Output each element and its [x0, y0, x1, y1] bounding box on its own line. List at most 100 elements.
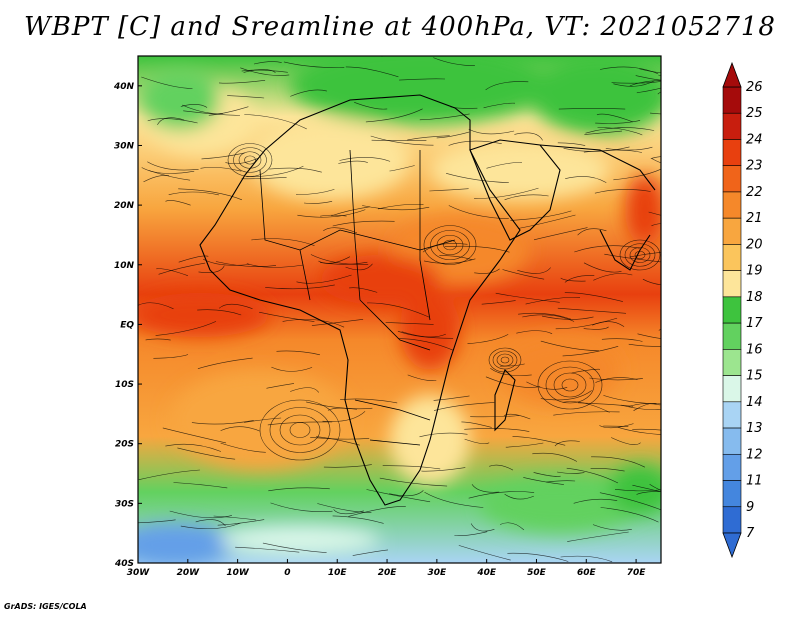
colorbar-label: 25 [746, 106, 763, 121]
lon-tick-label: 50E [527, 568, 547, 578]
colorbar-label: 20 [746, 237, 763, 252]
streamline [502, 269, 545, 280]
colorbar-label: 24 [746, 132, 763, 147]
streamline [632, 428, 661, 431]
streamline [201, 152, 245, 160]
streamline [583, 262, 622, 273]
streamline [485, 376, 541, 388]
streamline [470, 523, 495, 532]
streamline [577, 402, 634, 407]
colorbar-label: 23 [746, 159, 763, 174]
streamline [540, 390, 592, 401]
map-frame [137, 55, 662, 564]
colorbar-top-arrow [722, 61, 742, 88]
streamline [158, 262, 206, 275]
streamline [191, 420, 254, 425]
streamline [322, 411, 366, 422]
streamline [474, 187, 539, 199]
streamline [648, 211, 661, 216]
streamline [464, 438, 490, 444]
streamline [156, 268, 189, 276]
streamline [651, 158, 661, 164]
streamline [338, 160, 368, 164]
colorbar-segment [722, 453, 742, 481]
latitude-axis: 40N 30N 20N 10N EQ 10S 20S 30S 40S [113, 82, 142, 569]
colorbar: 26 25 24 23 22 21 20 19 18 17 16 15 14 13 12 11 9 7 [722, 61, 763, 559]
streamline [495, 292, 560, 303]
colorbar-segment [722, 217, 742, 245]
streamline [617, 426, 661, 435]
streamline [562, 346, 619, 357]
streamline [147, 118, 198, 124]
streamline [657, 91, 661, 95]
colorbar-label: 12 [746, 447, 763, 462]
lon-tick-label: 30W [127, 568, 151, 578]
streamline-eddy [561, 378, 579, 392]
lon-tick-label: 70E [627, 568, 647, 578]
streamline [271, 366, 313, 372]
streamline [265, 284, 335, 290]
streamline [253, 61, 282, 65]
streamline [512, 436, 566, 446]
streamline-eddy [443, 239, 457, 251]
streamline [198, 265, 225, 274]
streamline [345, 66, 399, 78]
streamline [423, 258, 476, 264]
colorbar-segment [722, 427, 742, 455]
streamline-eddy [537, 360, 603, 410]
streamline [574, 245, 640, 253]
streamline [366, 489, 431, 503]
streamline [629, 252, 661, 258]
streamline [165, 443, 222, 452]
streamline [461, 421, 492, 428]
streamline-eddy [423, 225, 477, 265]
streamline [389, 165, 415, 172]
lon-tick-label: 0 [284, 568, 290, 578]
streamline [197, 309, 242, 316]
streamline [276, 350, 320, 356]
streamline-eddy [634, 250, 646, 260]
streamline [481, 300, 516, 305]
streamline [585, 127, 655, 134]
streamline-eddy [500, 356, 510, 364]
streamline [251, 238, 315, 246]
colorbar-label: 14 [746, 395, 763, 410]
colorbar-segment [722, 270, 742, 298]
colorbar-segment [722, 296, 742, 324]
streamline [429, 188, 469, 192]
streamline [181, 104, 223, 114]
streamline [141, 167, 195, 174]
streamline [589, 377, 643, 381]
streamline [650, 156, 661, 160]
streamline [583, 326, 609, 330]
streamline [183, 110, 241, 116]
streamline [533, 227, 588, 241]
streamline [244, 114, 307, 130]
streamline [398, 338, 454, 351]
streamline [597, 127, 643, 136]
streamline [389, 490, 424, 497]
colorbar-segment [722, 506, 742, 534]
streamline [173, 482, 228, 489]
streamline [526, 381, 568, 390]
lon-tick-label: 10E [328, 568, 348, 578]
lat-tick-label: 30S [115, 499, 134, 509]
streamline [571, 368, 601, 374]
streamline [318, 256, 351, 264]
streamline [546, 480, 576, 483]
streamline [227, 95, 265, 99]
streamline-eddy [279, 414, 321, 446]
streamline [218, 80, 266, 84]
streamline [352, 549, 389, 556]
streamline [507, 552, 569, 562]
streamline [246, 263, 304, 268]
streamline [594, 189, 651, 194]
colorbar-segment [722, 112, 742, 140]
streamline [268, 487, 330, 492]
streamline [554, 440, 580, 447]
streamline [262, 542, 327, 553]
streamline [377, 203, 424, 210]
streamline [297, 209, 366, 218]
streamline [557, 471, 585, 474]
lat-tick-label: 20N [114, 201, 135, 211]
